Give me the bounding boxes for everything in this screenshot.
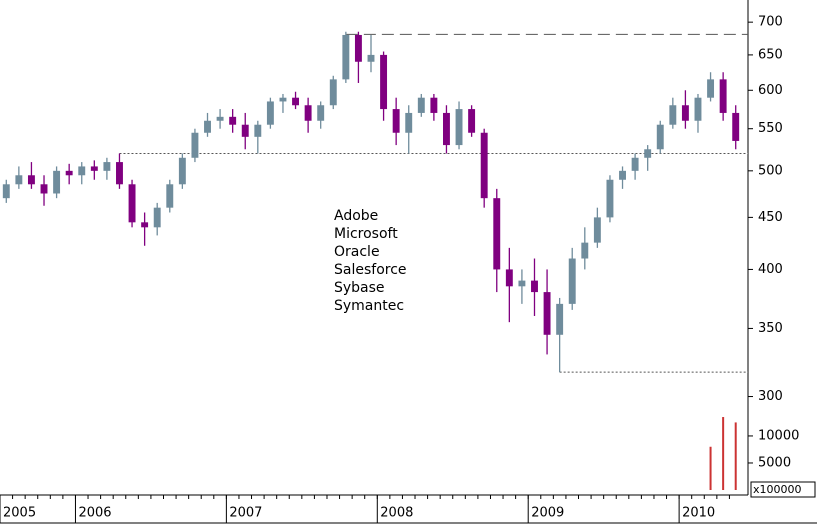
- candle-body: [556, 303, 564, 335]
- candle-body: [669, 105, 677, 125]
- candle-body: [128, 184, 136, 223]
- candle-body: [493, 198, 501, 270]
- candle-body: [65, 170, 73, 176]
- x-tick-label: 2010: [682, 506, 715, 521]
- y-tick-label: 400: [758, 262, 783, 277]
- series-label: Symantec: [334, 298, 404, 314]
- candle-body: [254, 124, 262, 137]
- candle-body: [694, 97, 702, 121]
- candle-body: [292, 97, 300, 106]
- candle-body: [216, 116, 224, 121]
- candle-body: [342, 34, 350, 80]
- series-label: Oracle: [334, 244, 380, 260]
- y-tick-label: 300: [758, 389, 783, 404]
- candle-body: [518, 280, 526, 287]
- candle-body: [27, 175, 35, 185]
- y-tick-label: 450: [758, 210, 783, 225]
- series-label: Sybase: [334, 280, 385, 296]
- volume-tick-label: 10000: [758, 428, 799, 443]
- candle-body: [707, 79, 715, 98]
- candle-body: [581, 242, 589, 259]
- x-tick-label: 2005: [3, 506, 36, 521]
- candle-body: [405, 112, 413, 133]
- candle-body: [354, 34, 362, 62]
- candle-body: [178, 157, 186, 185]
- candle-body: [480, 132, 488, 199]
- candle-body: [329, 79, 337, 106]
- candle-body: [442, 112, 450, 146]
- candle-body: [367, 54, 375, 62]
- candle-body: [166, 184, 174, 208]
- volume-unit-label: x100000: [753, 483, 802, 496]
- candle-body: [455, 109, 463, 146]
- candle-body: [631, 157, 639, 171]
- candle-body: [304, 105, 312, 121]
- candle-body: [468, 109, 476, 133]
- candle-body: [417, 97, 425, 113]
- y-tick-label: 600: [758, 83, 783, 98]
- candle-body: [732, 112, 740, 141]
- candle-body: [568, 258, 576, 304]
- candle-body: [543, 292, 551, 335]
- candle-body: [266, 101, 274, 125]
- y-tick-label: 650: [758, 47, 783, 62]
- candle-body: [204, 120, 211, 133]
- x-tick-label: 2006: [78, 506, 111, 521]
- candle-body: [279, 97, 287, 102]
- series-label: Microsoft: [334, 226, 398, 242]
- unit-box: [750, 481, 816, 498]
- candle-body: [644, 149, 652, 158]
- candle-body: [380, 54, 388, 110]
- candle-body: [619, 170, 626, 180]
- candle-body: [606, 179, 614, 218]
- volume-tick-label: 5000: [758, 455, 791, 470]
- candle-body: [241, 124, 249, 137]
- y-tick-label: 500: [758, 163, 783, 178]
- candle-body: [593, 217, 601, 243]
- volume-bar: [734, 422, 737, 490]
- candle-body: [90, 166, 98, 171]
- series-label: Adobe: [334, 208, 378, 224]
- y-tick-label: 350: [758, 321, 783, 336]
- x-tick-label: 2007: [229, 506, 262, 521]
- candle-body: [719, 79, 727, 113]
- volume-bar: [722, 417, 725, 490]
- candle-body: [153, 207, 161, 228]
- x-tick-label: 2008: [380, 506, 413, 521]
- candle-body: [40, 184, 48, 194]
- candle-body: [78, 166, 86, 176]
- candle-body: [430, 97, 438, 113]
- series-label: Salesforce: [334, 262, 407, 278]
- candle-body: [116, 162, 123, 185]
- candle-body: [531, 280, 538, 293]
- y-tick-label: 550: [758, 121, 783, 136]
- candle-body: [317, 105, 325, 121]
- candle-body: [2, 184, 10, 199]
- candle-body: [191, 132, 199, 158]
- y-tick-label: 700: [758, 15, 783, 30]
- candle-body: [392, 109, 400, 133]
- candle-body: [505, 269, 513, 287]
- candle-body: [681, 105, 689, 121]
- candle-body: [229, 116, 237, 125]
- candle-body: [141, 222, 149, 228]
- candle-body: [656, 124, 664, 150]
- candle-body: [103, 162, 111, 171]
- x-tick-label: 2009: [531, 506, 564, 521]
- candle-body: [53, 170, 61, 194]
- volume-bar: [709, 446, 712, 490]
- candle-body: [15, 175, 23, 185]
